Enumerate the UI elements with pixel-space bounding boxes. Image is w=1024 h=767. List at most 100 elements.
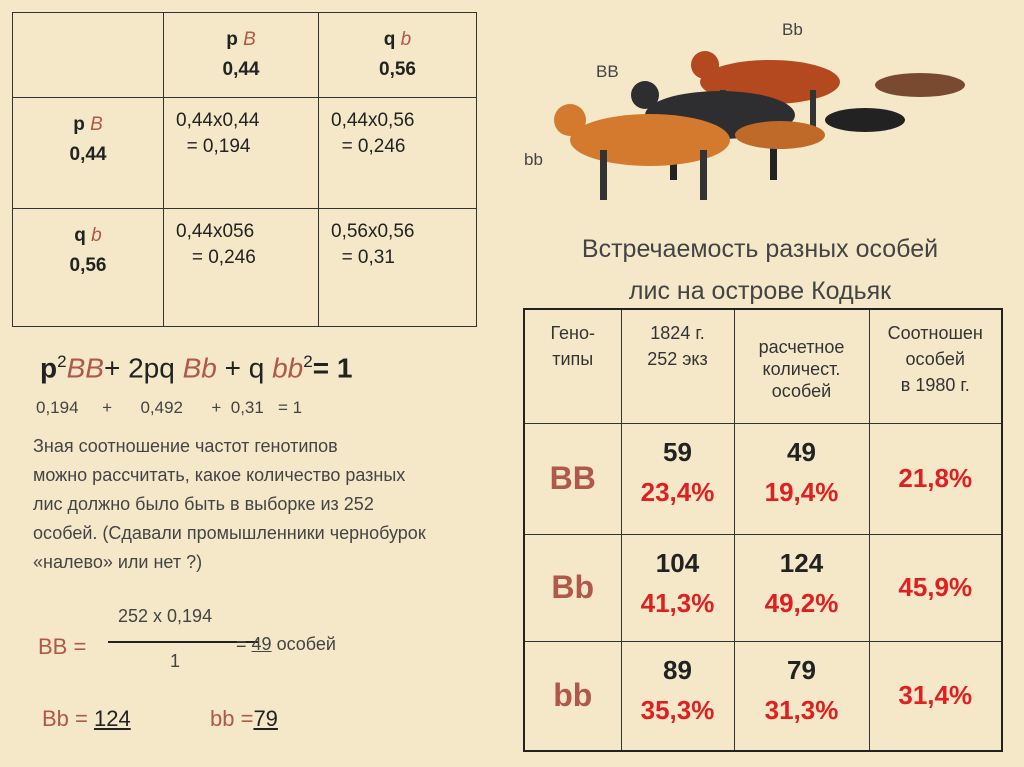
percent: 19,4% (764, 476, 839, 507)
genotype: Bb (523, 533, 622, 642)
calc-lhs: BB = (38, 634, 87, 659)
freq: 0,44 (69, 144, 107, 165)
value: 124 (94, 706, 131, 731)
allele: b (400, 29, 412, 50)
term: Bb (182, 352, 217, 384)
formula: p2BB+ 2pq Bb + q bb2= 1 (40, 352, 352, 384)
result: = 0,246 (341, 136, 406, 157)
freq: 0,56 (69, 255, 107, 276)
percent: 49,2% (764, 587, 839, 618)
term: bb (272, 352, 304, 384)
exponent: 2 (57, 352, 67, 371)
equals: = (236, 634, 247, 654)
term: + 2pq (103, 352, 175, 384)
punnett-table: p B 0,44 q b 0,56 p B 0,44 0,44x0,44 = 0,19… (12, 12, 477, 327)
line: лис должно было быть в выборке из 252 (33, 494, 374, 514)
cell: 59 23,4% (620, 422, 735, 535)
calc-result: = 49 особей (236, 634, 336, 655)
header: Гено-типы (523, 308, 622, 424)
percent: 41,3% (640, 587, 715, 618)
col-header: p B 0,44 (163, 12, 319, 98)
value: = 1 (278, 398, 303, 417)
row: bb 89 35,3% 79 31,3% 31,4% (523, 640, 1003, 752)
line: особей. (Сдавали промышленники чернобуро… (33, 523, 426, 543)
fox-label: bb (524, 150, 543, 169)
cell: 0,56x0,56 = 0,31 (318, 208, 477, 327)
coef: q (74, 225, 86, 246)
allele: B (243, 29, 256, 50)
count: 79 (787, 654, 816, 685)
header: 1824 г. 252 экз (620, 308, 735, 424)
header-line: количест. (762, 359, 841, 379)
header-line: особей (905, 349, 965, 369)
het-calc: Bb = 124 (42, 706, 131, 732)
count: 59 (663, 436, 692, 467)
line: «налево» или нет ?) (33, 552, 203, 572)
numerator: 252 x 0,194 (118, 606, 213, 626)
title: Встречаемость разных особей лис на остро… (520, 228, 1000, 312)
cell: 49 19,4% (733, 422, 870, 535)
cell: 31,4% (868, 640, 1003, 752)
header-line: Соотношен (887, 323, 983, 343)
percent: 31,3% (764, 694, 839, 725)
table-body: BB 59 23,4% 49 19,4% 21,8% Bb 104 41,3% 124 49,2% 4… (523, 422, 1003, 752)
value: + (102, 398, 113, 417)
count: 124 (779, 547, 824, 578)
value: 0,194 (36, 398, 79, 417)
value: + (211, 398, 222, 417)
freq: 0,56 (379, 59, 416, 80)
row-header: q b 0,56 (12, 208, 164, 327)
exponent: 2 (303, 352, 313, 371)
cell: 124 49,2% (733, 533, 870, 642)
header-line: особей (771, 381, 832, 401)
row: BB 59 23,4% 49 19,4% 21,8% (523, 422, 1003, 535)
fox-label: BB (596, 62, 619, 81)
genotype: BB (523, 422, 622, 535)
header: Соотношен особей в 1980 г. (868, 308, 1003, 424)
result: = 0,31 (341, 247, 395, 268)
row-header: p B 0,44 (12, 97, 164, 209)
result: = 0,246 (191, 247, 256, 268)
cell: 79 31,3% (733, 640, 870, 752)
denominator: 1 (170, 651, 181, 671)
header-line: Гено- (550, 323, 596, 343)
coef: p (73, 114, 85, 135)
fox-illustration (554, 51, 965, 200)
term: + q (224, 352, 265, 384)
row: Bb 104 41,3% 124 49,2% 45,9% (523, 533, 1003, 642)
cell: 104 41,3% (620, 533, 735, 642)
line: Зная соотношение частот генотипов (33, 436, 338, 456)
title-line: Встречаемость разных особей (581, 235, 939, 263)
term: = 1 (312, 352, 353, 384)
cell: 89 35,3% (620, 640, 735, 752)
cell: 21,8% (868, 422, 1003, 535)
product: 0,44x0,44 (176, 110, 260, 131)
product: 0,44x056 (176, 221, 255, 242)
value: 0,31 (230, 398, 264, 417)
coef: q (383, 29, 396, 50)
cell: 0,44x056 = 0,246 (163, 208, 319, 327)
term: BB (66, 352, 104, 384)
value: 79 (253, 706, 278, 731)
count: 89 (663, 654, 692, 685)
result: 49 (251, 634, 272, 654)
formula-values: 0,194 + 0,492 + 0,31 = 1 (36, 398, 302, 418)
fraction-bar (108, 641, 258, 643)
percent: 35,3% (640, 694, 715, 725)
header-line: 252 экз (647, 349, 708, 369)
cell: 45,9% (868, 533, 1003, 642)
unit: особей (276, 634, 336, 654)
frequency-table: Гено-типы 1824 г. 252 экз расчетное количе… (523, 308, 1003, 752)
title-line: лис на острове Кодьяк (628, 277, 892, 305)
cell: 0,44x0,44 = 0,194 (163, 97, 319, 209)
fox-label: Bb (782, 20, 803, 39)
header-line: типы (552, 349, 594, 369)
allele: b (91, 225, 102, 246)
freq: 0,44 (222, 59, 260, 80)
label: bb = (210, 706, 254, 731)
header-line: в 1980 г. (900, 375, 970, 395)
label: Bb = (42, 706, 88, 731)
genotype: bb (523, 640, 622, 752)
fox-orange (554, 104, 825, 200)
